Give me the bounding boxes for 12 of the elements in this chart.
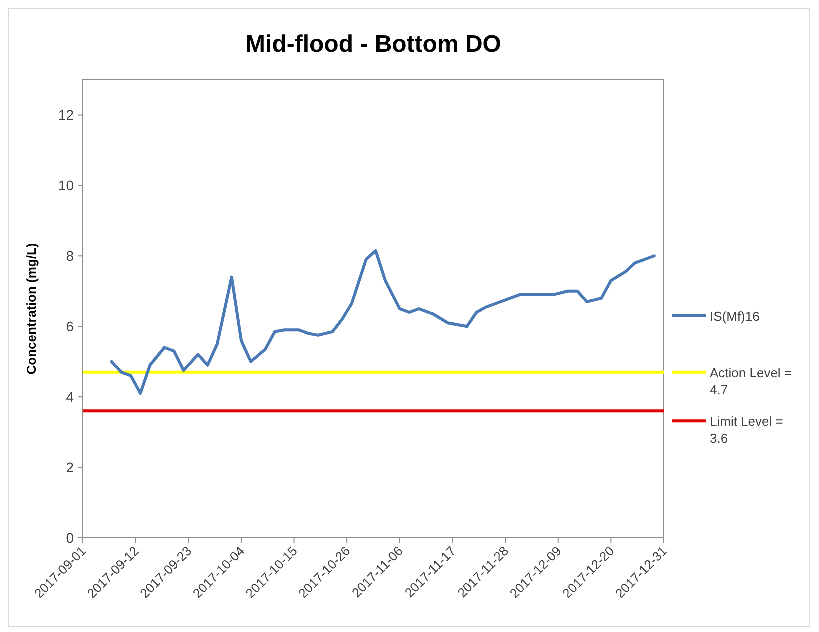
chart-title: Mid-flood - Bottom DO [246,31,502,58]
legend-label: IS(Mf)16 [710,309,760,324]
y-tick-label: 8 [66,248,74,264]
y-axis-title: Concentration (mg/L) [24,243,39,375]
y-tick-label: 4 [66,389,74,406]
legend-label: Limit Level = 3.6 [710,414,784,446]
y-tick-label: 6 [66,318,74,335]
y-tick-label: 0 [66,530,74,546]
y-tick-label: 10 [58,178,74,194]
ref-line-label: Action Level = 4.7 [710,365,792,398]
y-tick-label: 12 [58,107,74,124]
y-tick-label: 2 [66,460,74,476]
